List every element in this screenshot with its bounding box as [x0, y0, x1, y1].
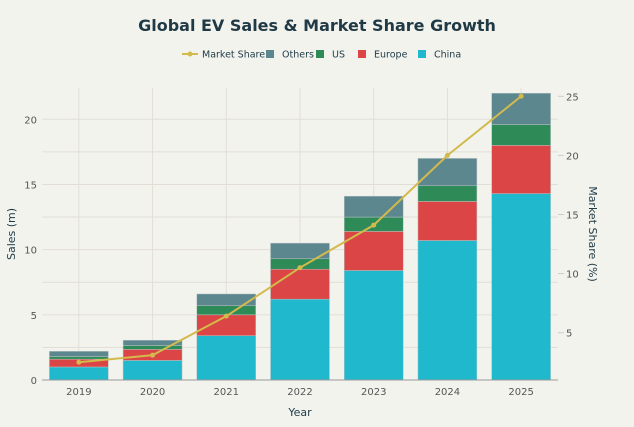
bar-others-2020	[122, 339, 183, 346]
bar-us-2020	[122, 345, 183, 350]
y-tick-label: 5	[31, 311, 37, 322]
x-tick-label: 2021	[214, 387, 239, 398]
y2-axis-title: Market Share (%)	[586, 186, 599, 282]
x-tick-label: 2024	[435, 387, 460, 398]
x-tick-label: 2020	[140, 387, 165, 398]
x-tick-label: 2022	[287, 387, 312, 398]
bar-china-2024	[417, 240, 478, 381]
y-tick-label: 10	[24, 246, 37, 257]
bar-us-2021	[196, 305, 257, 316]
market-share-point-2025	[518, 93, 524, 99]
bar-china-2025	[491, 193, 551, 381]
y2-tick-label: 5	[566, 329, 572, 340]
legend-swatch-others	[266, 50, 274, 58]
bar-europe-2022	[270, 268, 330, 300]
legend-label-market-share: Market Share	[202, 50, 265, 61]
bar-others-2019	[49, 351, 109, 357]
bar-us-2025	[491, 124, 551, 146]
bar-china-2023	[343, 270, 404, 381]
legend-swatch-europe	[358, 50, 366, 58]
bar-china-2022	[270, 298, 330, 381]
market-share-point-2020	[150, 352, 156, 358]
market-share-point-2023	[371, 222, 377, 228]
bar-others-2024	[417, 158, 478, 187]
bar-us-2024	[417, 185, 478, 202]
legend-label-europe: Europe	[374, 50, 408, 61]
legend-swatch-china	[418, 50, 426, 58]
x-tick-label: 2025	[508, 387, 533, 398]
market-share-point-2021	[223, 313, 229, 319]
x-tick-label: 2019	[66, 387, 91, 398]
y-tick-label: 20	[24, 115, 37, 126]
y2-tick-label: 15	[566, 210, 579, 221]
y2-tick-label: 20	[566, 151, 579, 162]
legend-swatch-us	[316, 50, 324, 58]
y2-tick-label: 25	[566, 92, 579, 103]
y2-tick-label: 10	[566, 270, 579, 281]
bar-others-2021	[196, 293, 257, 306]
legend-swatch-dot	[187, 51, 193, 57]
legend-label-us: US	[332, 50, 345, 61]
bar-europe-2024	[417, 201, 478, 241]
x-tick-label: 2023	[361, 387, 386, 398]
market-share-point-2024	[444, 152, 450, 158]
market-share-line	[76, 93, 524, 365]
axes: 2019 2020 2021 2022 2023 2024 2025051015205101…	[24, 92, 578, 398]
y-tick-label: 0	[31, 376, 37, 387]
bar-china-2021	[196, 335, 257, 381]
legend-label-others: Others	[282, 50, 314, 61]
bar-china-2019	[49, 366, 109, 381]
bar-china-2020	[122, 360, 183, 381]
bar-europe-2025	[491, 145, 551, 194]
bars	[49, 92, 551, 381]
y-axis-title: Sales (m)	[5, 208, 18, 260]
legend: Market Share Others US Europe China	[182, 50, 461, 61]
x-axis-title: Year	[287, 406, 312, 419]
y-tick-label: 15	[24, 180, 37, 191]
market-share-point-2022	[297, 265, 303, 271]
chart-title: Global EV Sales & Market Share Growth	[138, 16, 496, 35]
market-share-point-2019	[76, 359, 82, 365]
bar-us-2019	[49, 356, 109, 360]
legend-label-china: China	[434, 50, 461, 61]
bar-europe-2023	[343, 231, 404, 271]
